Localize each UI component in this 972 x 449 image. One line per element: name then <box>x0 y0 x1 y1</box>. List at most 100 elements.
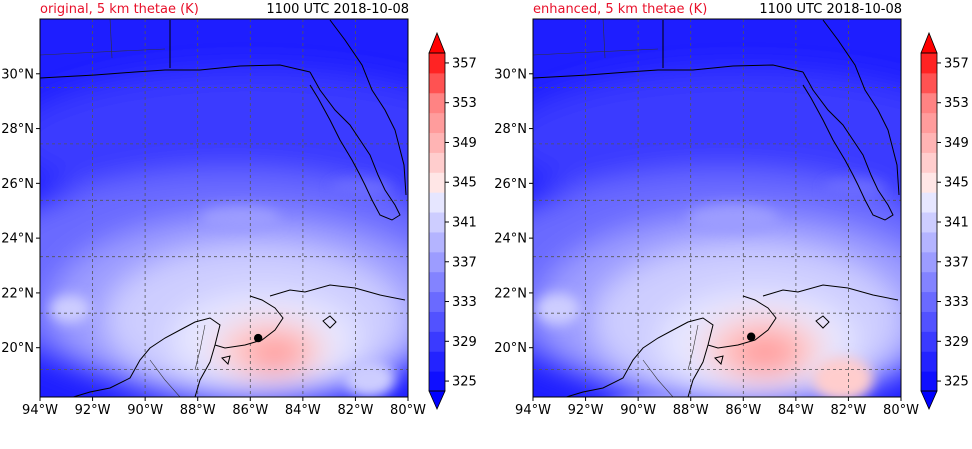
colorbar-label: 345 <box>452 176 477 191</box>
colorbar-label: 325 <box>944 375 969 390</box>
storm-center-marker <box>746 332 756 341</box>
colorbar-label: 353 <box>944 96 969 111</box>
colorbar-segment <box>429 371 445 392</box>
colorbar-label: 349 <box>452 136 477 151</box>
colorbar-segment <box>429 132 445 153</box>
map-panel-original <box>39 18 409 398</box>
lon-tick-label: 94°W <box>22 403 58 418</box>
lon-tick-label: 90°W <box>620 403 656 418</box>
colorbar-label: 353 <box>452 96 477 111</box>
lon-tick-label: 90°W <box>127 403 163 418</box>
colorbar-segment <box>429 331 445 352</box>
colorbar-segment <box>921 112 937 134</box>
colorbar-label: 329 <box>944 335 969 350</box>
lat-tick-label: 28°N <box>494 122 527 137</box>
lat-tick-label: 22°N <box>494 286 527 301</box>
colorbar-segment <box>921 172 937 193</box>
colorbar-segment <box>921 192 937 213</box>
lon-tick-label: 94°W <box>515 403 551 418</box>
borders <box>40 19 206 397</box>
lon-tick-label: 82°W <box>337 403 373 418</box>
colorbar-segment <box>429 53 445 74</box>
lon-tick-label: 84°W <box>285 403 321 418</box>
colorbar-label: 357 <box>944 56 969 71</box>
lat-tick-label: 20°N <box>494 341 527 356</box>
panel-right-time: 1100 UTC 2018-10-08 <box>759 2 902 17</box>
panel-right-title: enhanced, 5 km thetae (K) <box>533 2 708 17</box>
colorbar-segment <box>921 72 937 94</box>
colorbar-label: 333 <box>452 295 477 310</box>
colorbar-segment <box>921 331 937 352</box>
colorbar-segment <box>429 271 445 293</box>
marker-layer-1 <box>746 332 756 341</box>
colorbar-label: 337 <box>944 255 969 270</box>
colorbar-label: 325 <box>452 375 477 390</box>
marker-layer-0 <box>253 333 263 343</box>
colorbar-segment <box>429 291 445 312</box>
axis-ticks: 94°W 92°W 90°W 88°W 86°W 84°W 82°W 80°W 20°N 22°N… <box>1 67 919 418</box>
colorbar-segment <box>921 371 937 392</box>
colorbar-segment <box>921 152 937 173</box>
lat-tick-label: 28°N <box>1 122 34 137</box>
lat-tick-label: 20°N <box>1 341 34 356</box>
lat-tick-label: 30°N <box>494 67 527 82</box>
colorbar-segment <box>921 291 937 312</box>
colorbar-segment <box>921 231 937 253</box>
panel-left-time: 1100 UTC 2018-10-08 <box>266 2 409 17</box>
lat-tick-label: 26°N <box>494 177 527 192</box>
lon-tick-label: 80°W <box>390 403 426 418</box>
lat-tick-label: 26°N <box>1 177 34 192</box>
lat-tick-label: 24°N <box>494 232 527 247</box>
colorbar-over-arrow <box>428 31 446 54</box>
lon-tick-label: 86°W <box>725 403 761 418</box>
colorbar-label: 357 <box>452 56 477 71</box>
lon-tick-label: 92°W <box>75 403 111 418</box>
lon-tick-label: 88°W <box>673 403 709 418</box>
lon-tick-label: 88°W <box>180 403 216 418</box>
colorbar-segment <box>429 152 445 173</box>
colorbar-segment <box>429 351 445 372</box>
thetae-field <box>40 19 408 397</box>
map-panel-enhanced <box>532 18 902 398</box>
colorbar-segment <box>921 271 937 293</box>
colorbar-under-arrow <box>428 390 446 410</box>
colorbar-segment <box>429 112 445 134</box>
colorbar-segment <box>429 172 445 193</box>
lat-tick-label: 24°N <box>1 232 34 247</box>
colorbar-segment <box>429 251 445 273</box>
lon-tick-label: 84°W <box>778 403 814 418</box>
thetae-field <box>533 19 901 397</box>
panel-left-title: original, 5 km thetae (K) <box>40 2 199 17</box>
grid-lines <box>40 19 408 397</box>
colorbar-label: 341 <box>944 216 969 231</box>
colorbar-segment <box>921 212 937 233</box>
colorbar-label: 345 <box>944 176 969 191</box>
lat-tick-label: 22°N <box>1 286 34 301</box>
borders <box>533 19 699 397</box>
coastlines <box>40 19 407 397</box>
colorbar-segment <box>921 351 937 372</box>
storm-center-marker <box>253 333 263 343</box>
coastlines <box>533 19 900 397</box>
colorbar-label: 337 <box>452 255 477 270</box>
colorbar-label: 329 <box>452 335 477 350</box>
colorbar-right: 325 329 333 337 341 345 349 353 357 <box>920 31 969 410</box>
colorbar-segment <box>429 92 445 114</box>
colorbar-left: 325 329 333 337 341 345 349 353 357 <box>428 31 477 410</box>
colorbar-label: 341 <box>452 216 477 231</box>
lat-tick-label: 30°N <box>1 67 34 82</box>
colorbar-segment <box>921 311 937 332</box>
lon-tick-label: 80°W <box>883 403 919 418</box>
colorbar-segment <box>429 72 445 94</box>
colorbar-label: 349 <box>944 136 969 151</box>
colorbar-label: 333 <box>944 295 969 310</box>
colorbar-segment <box>921 53 937 74</box>
colorbar-segment <box>921 251 937 273</box>
map-frame <box>532 18 902 398</box>
grid-lines <box>533 19 901 397</box>
lon-tick-label: 86°W <box>232 403 268 418</box>
lon-tick-label: 92°W <box>568 403 604 418</box>
colorbar-segment <box>429 212 445 233</box>
colorbar-under-arrow <box>920 390 938 410</box>
